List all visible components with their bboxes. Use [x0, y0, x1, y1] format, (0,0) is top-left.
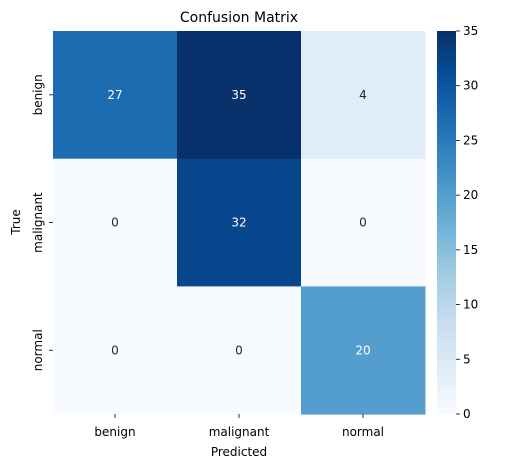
cell-value-label: 27: [107, 88, 122, 102]
cell-value-label: 20: [355, 343, 370, 357]
cell-value-label: 0: [111, 216, 119, 230]
heatmap-cell: [177, 286, 302, 415]
colorbar-tick-label: 35: [463, 24, 478, 38]
x-axis-ticks: benign malignant normal: [94, 414, 384, 439]
heatmap-cell: [53, 286, 178, 415]
heatmap-cell: [53, 158, 178, 287]
x-tick-label: malignant: [209, 425, 270, 439]
cell-value-label: 4: [359, 88, 367, 102]
heatmap-cell: [301, 286, 426, 415]
x-tick-label: normal: [342, 425, 384, 439]
colorbar-tick-label: 5: [463, 352, 471, 366]
y-tick-label: malignant: [31, 192, 45, 253]
x-axis-label: Predicted: [211, 445, 267, 459]
colorbar-tick-label: 0: [463, 407, 471, 421]
heatmap-cell: [177, 158, 302, 287]
colorbar: [437, 31, 456, 414]
heatmap-cell-labels: 27 35 4 0 32 0 0 0 20: [107, 88, 370, 357]
cell-value-label: 32: [231, 216, 246, 230]
x-tick-label: benign: [94, 425, 135, 439]
colorbar-ticks: 0 5 10 15 20 25 30 35: [456, 24, 478, 421]
heatmap-cell: [301, 158, 426, 287]
colorbar-tick-label: 25: [463, 133, 478, 147]
y-tick-label: benign: [31, 74, 45, 115]
y-axis-ticks: benign malignant normal: [31, 74, 53, 371]
heatmap-cells: [53, 31, 426, 415]
heatmap-cell: [301, 31, 426, 160]
colorbar-tick-label: 15: [463, 243, 478, 257]
y-tick-label: normal: [31, 329, 45, 371]
colorbar-tick-label: 30: [463, 79, 478, 93]
cell-value-label: 0: [359, 216, 367, 230]
chart-title: Confusion Matrix: [180, 10, 298, 26]
cell-value-label: 0: [235, 343, 243, 357]
y-axis-label: True: [9, 209, 23, 236]
colorbar-tick-label: 20: [463, 188, 478, 202]
heatmap-cell: [177, 31, 302, 160]
cell-value-label: 0: [111, 343, 119, 357]
cell-value-label: 35: [231, 88, 246, 102]
heatmap-cell: [53, 31, 178, 160]
colorbar-tick-label: 10: [463, 298, 478, 312]
